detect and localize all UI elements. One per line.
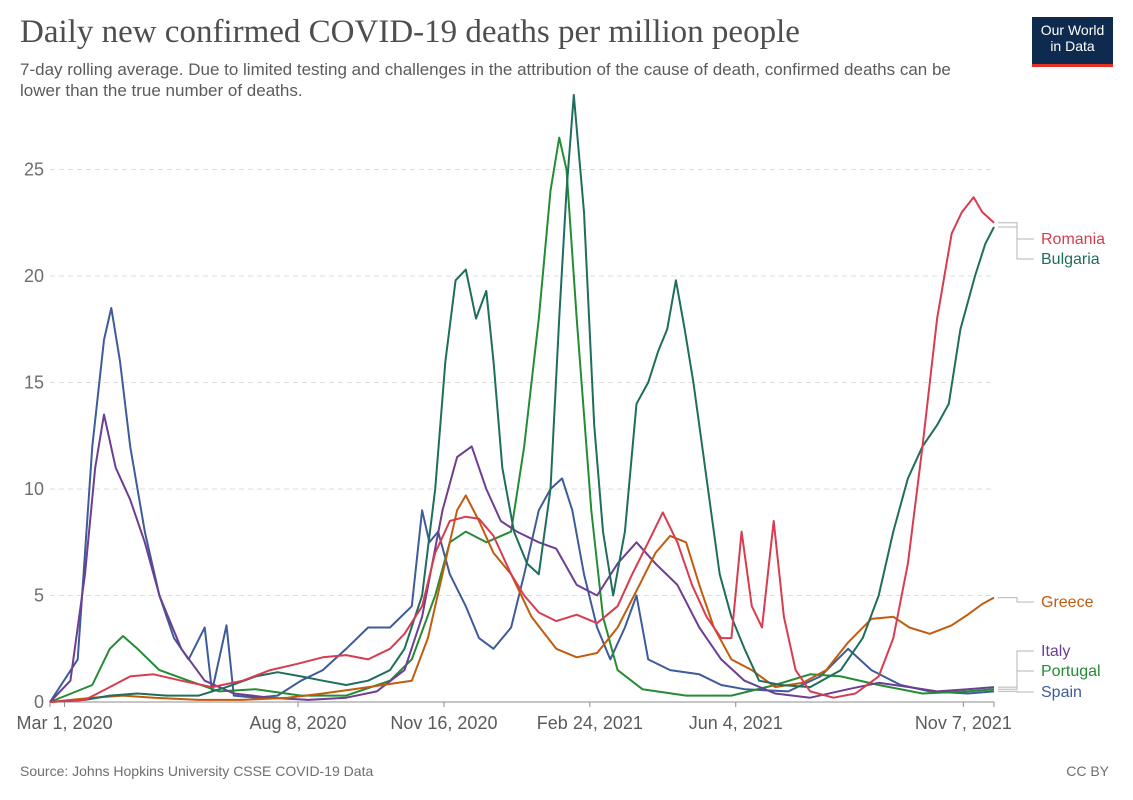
logo-accent-bar [1032, 64, 1113, 67]
series-line-bulgaria[interactable] [49, 94, 995, 703]
logo-text: Our World in Data [1032, 22, 1113, 54]
y-tick-label: 15 [24, 373, 44, 393]
x-tick-label: Feb 24, 2021 [537, 713, 643, 733]
series-line-portugal[interactable] [49, 136, 995, 703]
legend: Romania Bulgaria Greece Italy Portugal Spain [998, 222, 1105, 701]
series-line-italy[interactable] [49, 413, 995, 703]
legend-label-greece[interactable]: Greece [1041, 594, 1094, 611]
legend-connector [998, 222, 1034, 240]
y-tick-label: 20 [24, 266, 44, 286]
legend-connector [998, 226, 1034, 260]
x-tick-label: Mar 1, 2020 [17, 713, 113, 733]
chart-title: Daily new confirmed COVID-19 deaths per … [20, 14, 800, 50]
x-tick-label: Aug 8, 2020 [249, 713, 346, 733]
x-tick-label: Nov 7, 2021 [915, 713, 1012, 733]
logo-line-2: in Data [1050, 38, 1095, 54]
legend-connector [998, 650, 1034, 688]
license-label[interactable]: CC BY [1066, 763, 1109, 779]
y-tick-label: 10 [24, 479, 44, 499]
legend-label-portugal[interactable]: Portugal [1041, 663, 1101, 680]
series-lines [49, 94, 995, 703]
y-tick-label: 5 [34, 586, 44, 606]
legend-label-italy[interactable]: Italy [1041, 643, 1070, 660]
gridlines [50, 169, 994, 597]
series-line-greece[interactable] [49, 494, 995, 703]
logo-line-1: Our World [1040, 22, 1105, 38]
series-line-spain[interactable] [49, 307, 995, 703]
x-axis: Mar 1, 2020 Aug 8, 2020 Nov 16, 2020 Feb 24… [17, 701, 1012, 733]
legend-connector [998, 690, 1034, 693]
x-tick-label: Jun 4, 2021 [689, 713, 783, 733]
legend-connector [998, 597, 1034, 603]
legend-label-bulgaria[interactable]: Bulgaria [1041, 251, 1100, 268]
y-tick-label: 25 [24, 160, 44, 180]
chart-subtitle: 7-day rolling average. Due to limited te… [20, 60, 951, 100]
x-tick-label: Nov 16, 2020 [390, 713, 497, 733]
legend-label-spain[interactable]: Spain [1041, 684, 1082, 701]
legend-connector [998, 670, 1034, 690]
owid-logo[interactable]: Our World in Data [1032, 17, 1113, 67]
y-tick-label: 0 [34, 692, 44, 712]
series-line-romania[interactable] [49, 196, 995, 703]
legend-label-romania[interactable]: Romania [1041, 231, 1105, 248]
y-axis-ticks: 0 5 10 15 20 25 [24, 160, 44, 712]
source-note[interactable]: Source: Johns Hopkins University CSSE CO… [20, 763, 374, 779]
